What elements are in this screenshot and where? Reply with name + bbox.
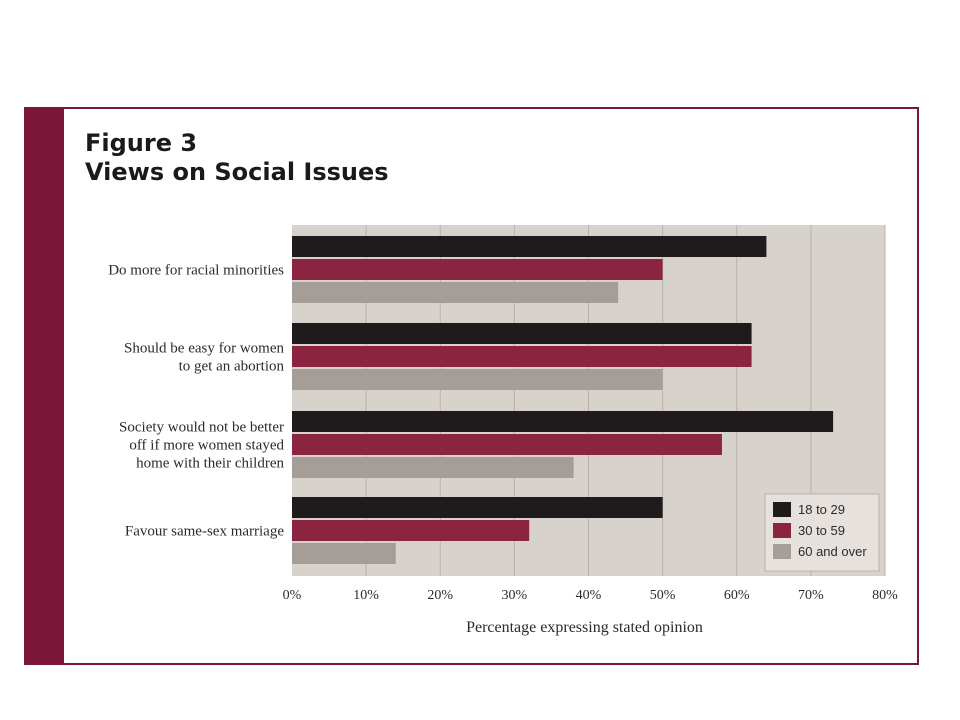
x-tick-label: 80% [872, 588, 898, 603]
x-tick-label: 50% [650, 588, 676, 603]
x-tick-label: 10% [353, 588, 379, 603]
figure-subtitle: Views on Social Issues [85, 158, 389, 186]
category-label: Do more for racial minorities [108, 263, 284, 279]
x-tick-label: 30% [502, 588, 528, 603]
bar-1-0 [292, 259, 663, 280]
figure-title-block: Figure 3 Views on Social Issues [85, 129, 389, 187]
x-tick-label: 20% [427, 588, 453, 603]
bar-0-2 [292, 411, 834, 432]
legend-swatch [773, 523, 791, 538]
legend-label: 60 and over [798, 544, 867, 559]
legend-swatch [773, 544, 791, 559]
category-label: Favour same-sex marriage [125, 524, 284, 540]
category-label: off if more women stayed [129, 438, 284, 454]
category-label: Should be easy for women [124, 341, 284, 357]
bar-2-0 [292, 282, 619, 303]
category-label: Society would not be better [119, 420, 284, 436]
bar-1-1 [292, 346, 752, 367]
category-label: to get an abortion [179, 359, 285, 375]
bar-2-1 [292, 369, 663, 390]
bar-2-3 [292, 543, 396, 564]
bar-2-2 [292, 457, 574, 478]
x-tick-label: 70% [798, 588, 824, 603]
legend-label: 18 to 29 [798, 502, 845, 517]
x-tick-label: 40% [576, 588, 602, 603]
bar-0-3 [292, 497, 663, 518]
legend-label: 30 to 59 [798, 523, 845, 538]
bar-1-2 [292, 434, 722, 455]
accent-bar [26, 109, 64, 663]
x-tick-label: 0% [283, 588, 302, 603]
figure-title: Figure 3 [85, 129, 198, 157]
category-label: home with their children [136, 456, 284, 472]
x-tick-label: 60% [724, 588, 750, 603]
legend-swatch [773, 502, 791, 517]
bar-0-1 [292, 323, 752, 344]
bar-0-0 [292, 236, 767, 257]
bar-1-3 [292, 520, 530, 541]
x-axis-title: Percentage expressing stated opinion [466, 619, 703, 636]
